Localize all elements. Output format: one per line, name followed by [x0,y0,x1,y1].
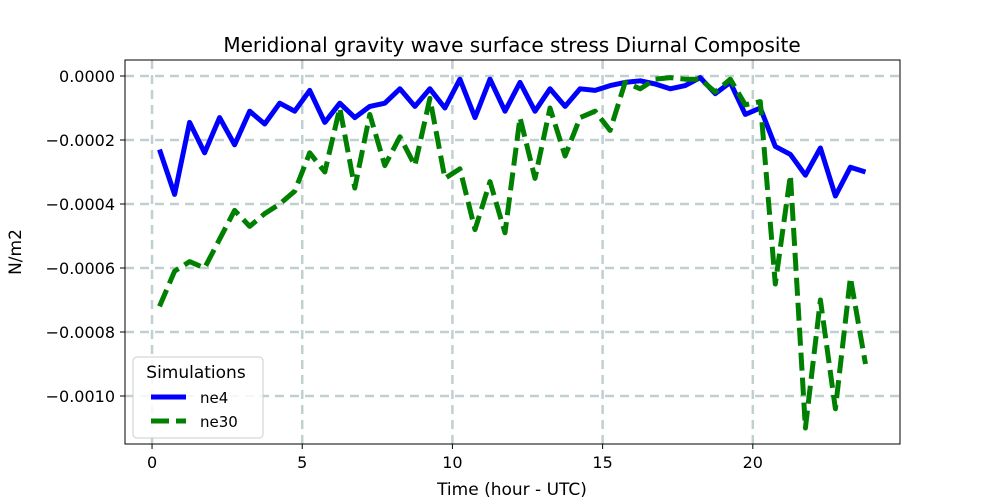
x-axis-label: Time (hour - UTC) [436,480,587,500]
chart-title: Meridional gravity wave surface stress D… [223,33,800,57]
y-axis-label: N/m2 [6,229,26,275]
x-tick-label: 20 [743,453,763,472]
y-tick-label: 0.0000 [59,67,115,86]
x-tick-label: 5 [297,453,307,472]
tick-layer: 0 5 10 15 20 0.0000 −0.0002 −0.0004 −0.0006 −0.00… [46,67,763,472]
legend-title: Simulations [146,363,246,383]
series-layer [157,75,868,431]
y-tick-label: −0.0004 [46,195,115,214]
legend: Simulations ne4 ne30 [132,356,264,439]
legend-label-ne30: ne30 [200,413,238,431]
legend-frame [132,356,264,439]
x-tick-label: 10 [442,453,462,472]
series-line-ne30 [157,75,868,431]
plot-frame [124,59,901,445]
y-tick-label: −0.0008 [46,323,115,342]
legend-label-ne4: ne4 [200,389,228,407]
series-line-ne4 [157,75,867,199]
y-tick-label: −0.0006 [46,259,115,278]
x-tick-label: 0 [147,453,157,472]
x-tick-label: 15 [592,453,612,472]
y-tick-label: −0.0002 [46,131,115,150]
y-tick-label: −0.0010 [46,387,115,406]
